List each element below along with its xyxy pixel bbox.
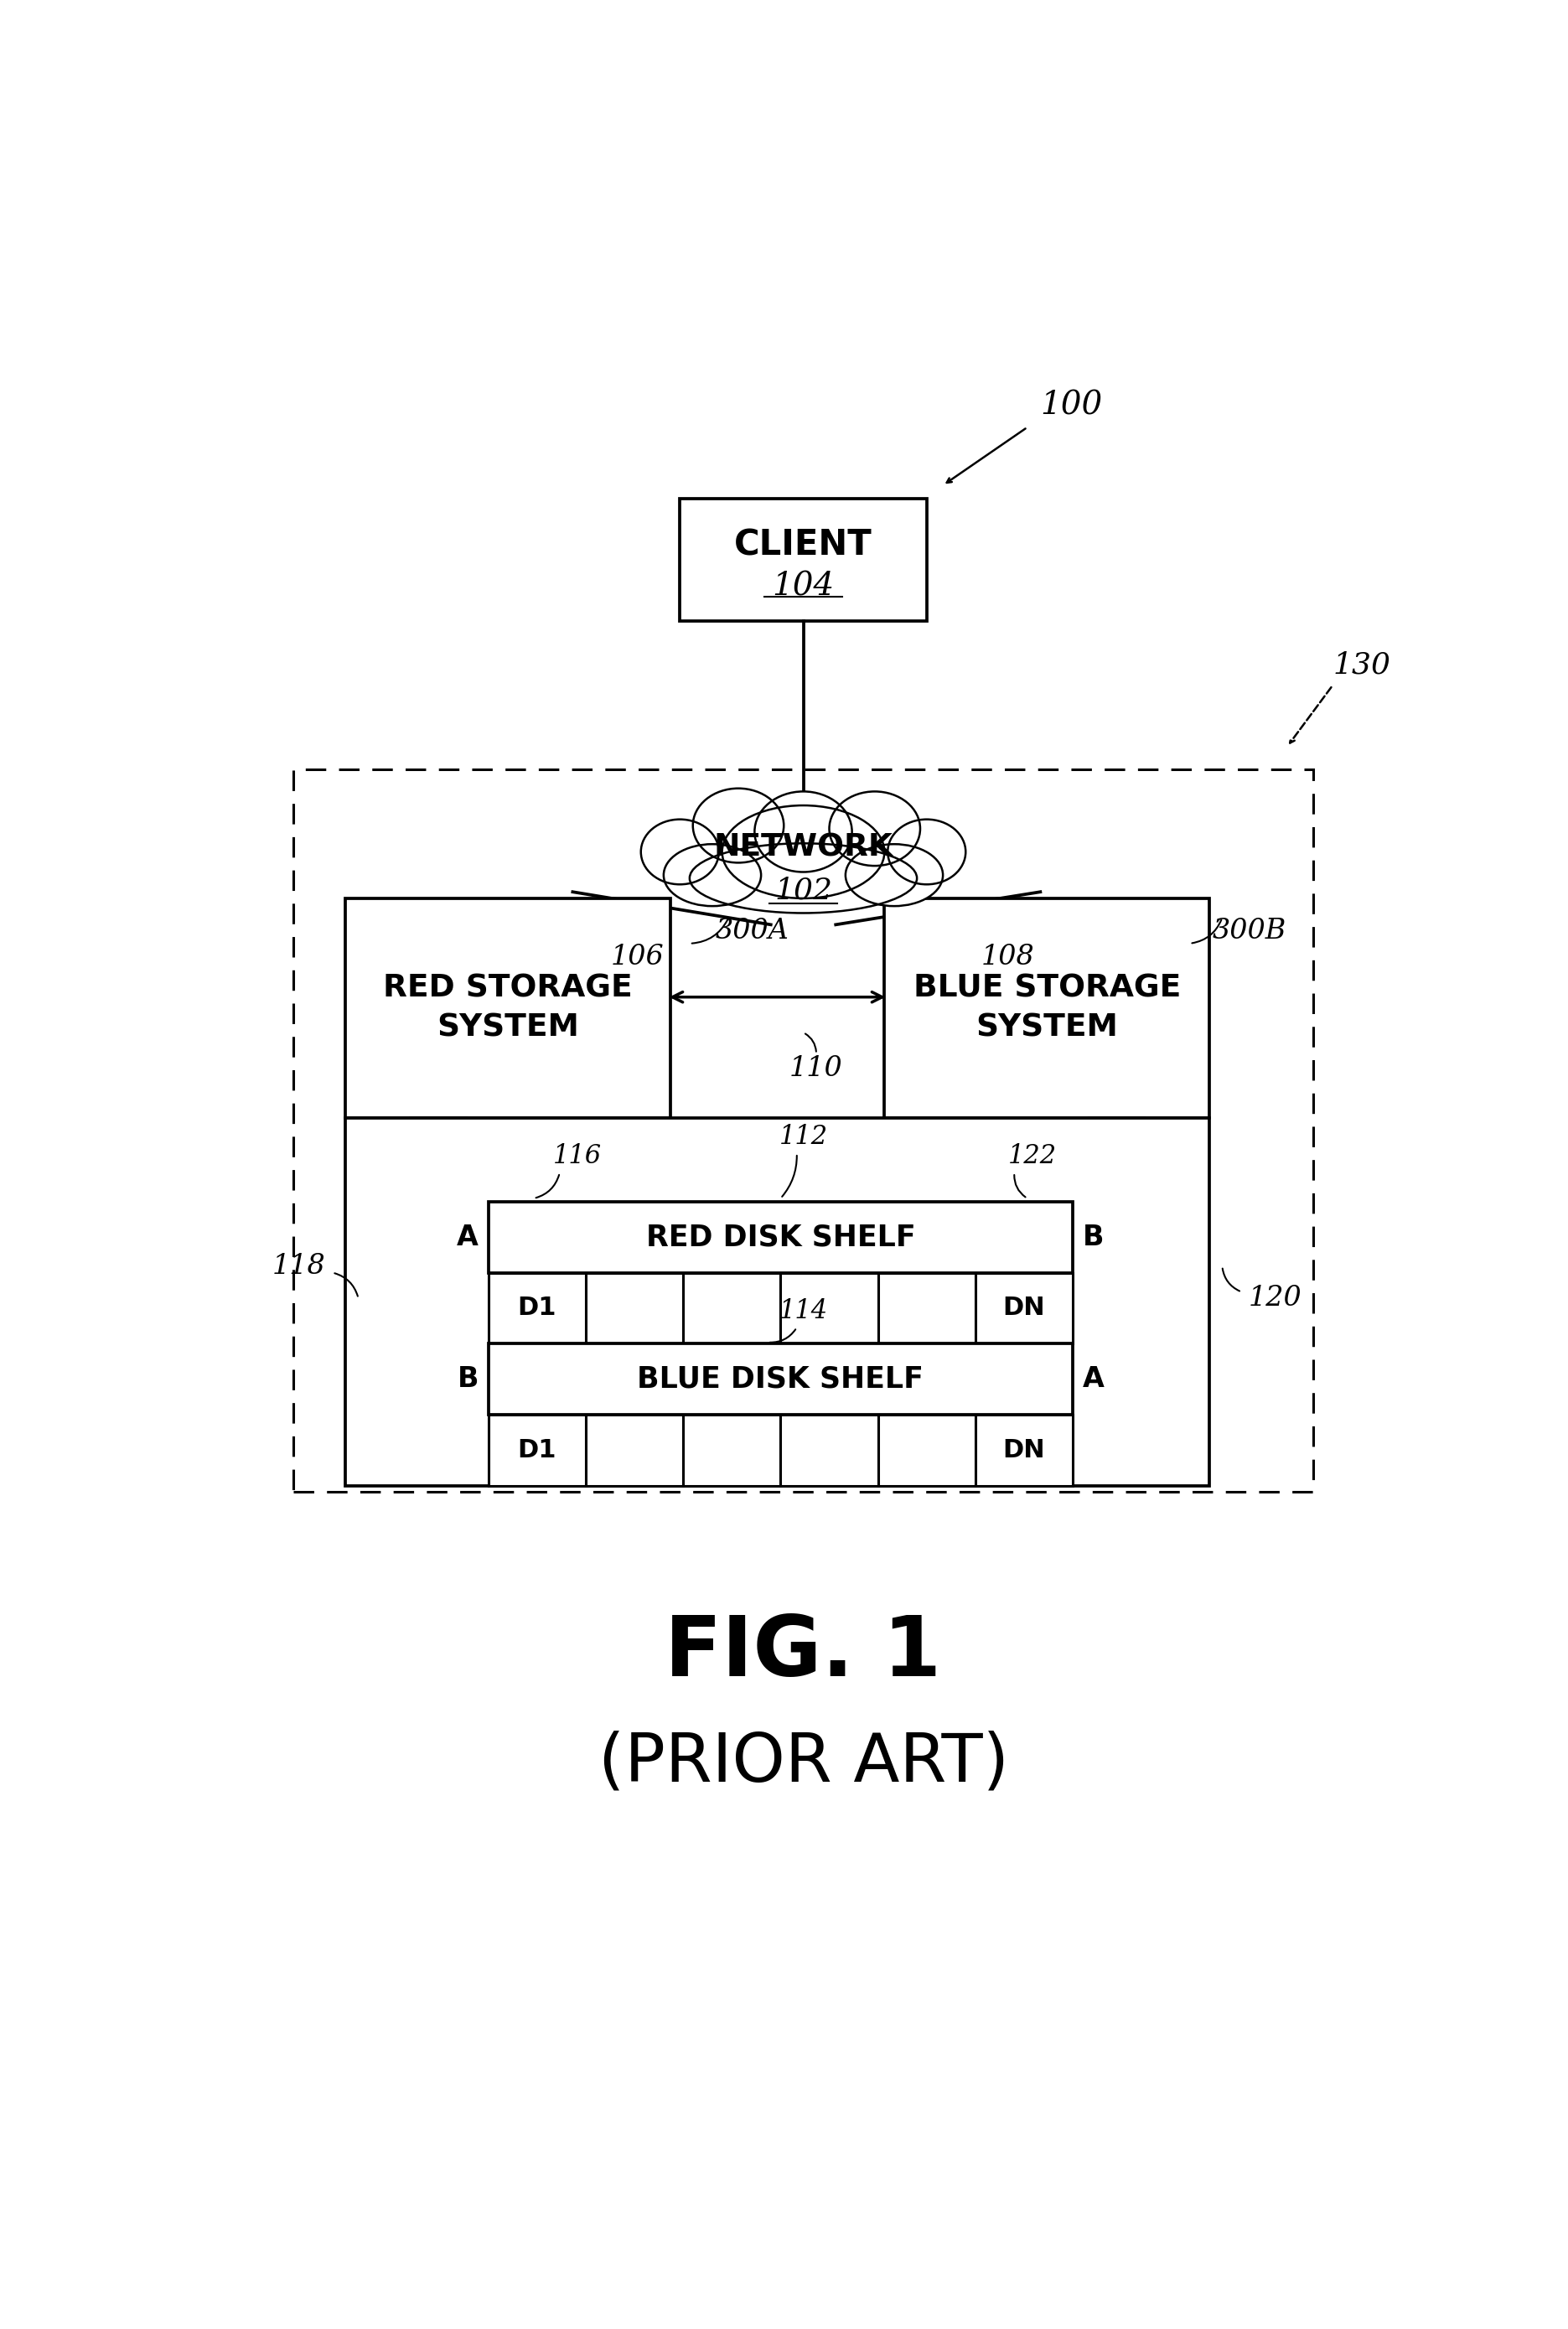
Bar: [684, 1414, 781, 1486]
Bar: [781, 1414, 878, 1486]
Bar: [345, 899, 670, 1118]
Bar: [488, 1202, 1073, 1272]
Text: 100: 100: [1040, 389, 1102, 422]
Ellipse shape: [754, 792, 851, 871]
Bar: [878, 1272, 975, 1344]
Text: DN: DN: [1004, 1295, 1046, 1321]
Bar: [293, 769, 1312, 1493]
Text: 116: 116: [554, 1144, 602, 1169]
Text: D1: D1: [517, 1295, 557, 1321]
Bar: [975, 1272, 1073, 1344]
Text: RED DISK SHELF: RED DISK SHELF: [646, 1223, 916, 1251]
Text: 120: 120: [1248, 1286, 1301, 1311]
Text: B: B: [1082, 1223, 1104, 1251]
Text: 110: 110: [790, 1055, 844, 1083]
Bar: [884, 899, 1209, 1118]
Bar: [684, 1272, 781, 1344]
Text: RED STORAGE
SYSTEM: RED STORAGE SYSTEM: [383, 974, 632, 1043]
Text: 118: 118: [273, 1253, 326, 1279]
Ellipse shape: [829, 792, 920, 866]
Bar: [488, 1272, 586, 1344]
Text: 300A: 300A: [715, 918, 789, 946]
Text: A: A: [456, 1223, 478, 1251]
Bar: [586, 1272, 684, 1344]
Text: 112: 112: [779, 1125, 828, 1151]
Text: (PRIOR ART): (PRIOR ART): [597, 1730, 1008, 1796]
Ellipse shape: [641, 820, 718, 885]
Ellipse shape: [663, 843, 760, 906]
Text: D1: D1: [517, 1437, 557, 1463]
Text: 122: 122: [1008, 1144, 1057, 1169]
Ellipse shape: [693, 790, 784, 862]
Bar: [586, 1414, 684, 1486]
Text: 300B: 300B: [1212, 918, 1286, 946]
Bar: [781, 1272, 878, 1344]
Text: 106: 106: [612, 943, 665, 971]
Bar: [411, 1118, 466, 1446]
Bar: [345, 1118, 1209, 1486]
Ellipse shape: [845, 843, 942, 906]
Bar: [681, 498, 927, 622]
Text: CLIENT: CLIENT: [734, 526, 872, 561]
Text: BLUE DISK SHELF: BLUE DISK SHELF: [637, 1365, 924, 1393]
Bar: [488, 1344, 1073, 1414]
Text: NETWORK: NETWORK: [713, 834, 892, 864]
Text: FIG. 1: FIG. 1: [665, 1612, 942, 1693]
Text: 130: 130: [1333, 650, 1391, 680]
Text: 102: 102: [775, 876, 833, 906]
Bar: [975, 1414, 1073, 1486]
Ellipse shape: [723, 806, 884, 899]
Bar: [1090, 1118, 1145, 1446]
Ellipse shape: [690, 843, 917, 913]
Ellipse shape: [887, 820, 966, 885]
Text: BLUE STORAGE
SYSTEM: BLUE STORAGE SYSTEM: [913, 974, 1181, 1043]
Text: 108: 108: [982, 943, 1035, 971]
Text: 114: 114: [779, 1297, 828, 1325]
Bar: [488, 1414, 586, 1486]
Bar: [878, 1414, 975, 1486]
Text: DN: DN: [1004, 1437, 1046, 1463]
Text: B: B: [458, 1365, 478, 1393]
Text: A: A: [1082, 1365, 1104, 1393]
Text: 104: 104: [771, 571, 834, 601]
